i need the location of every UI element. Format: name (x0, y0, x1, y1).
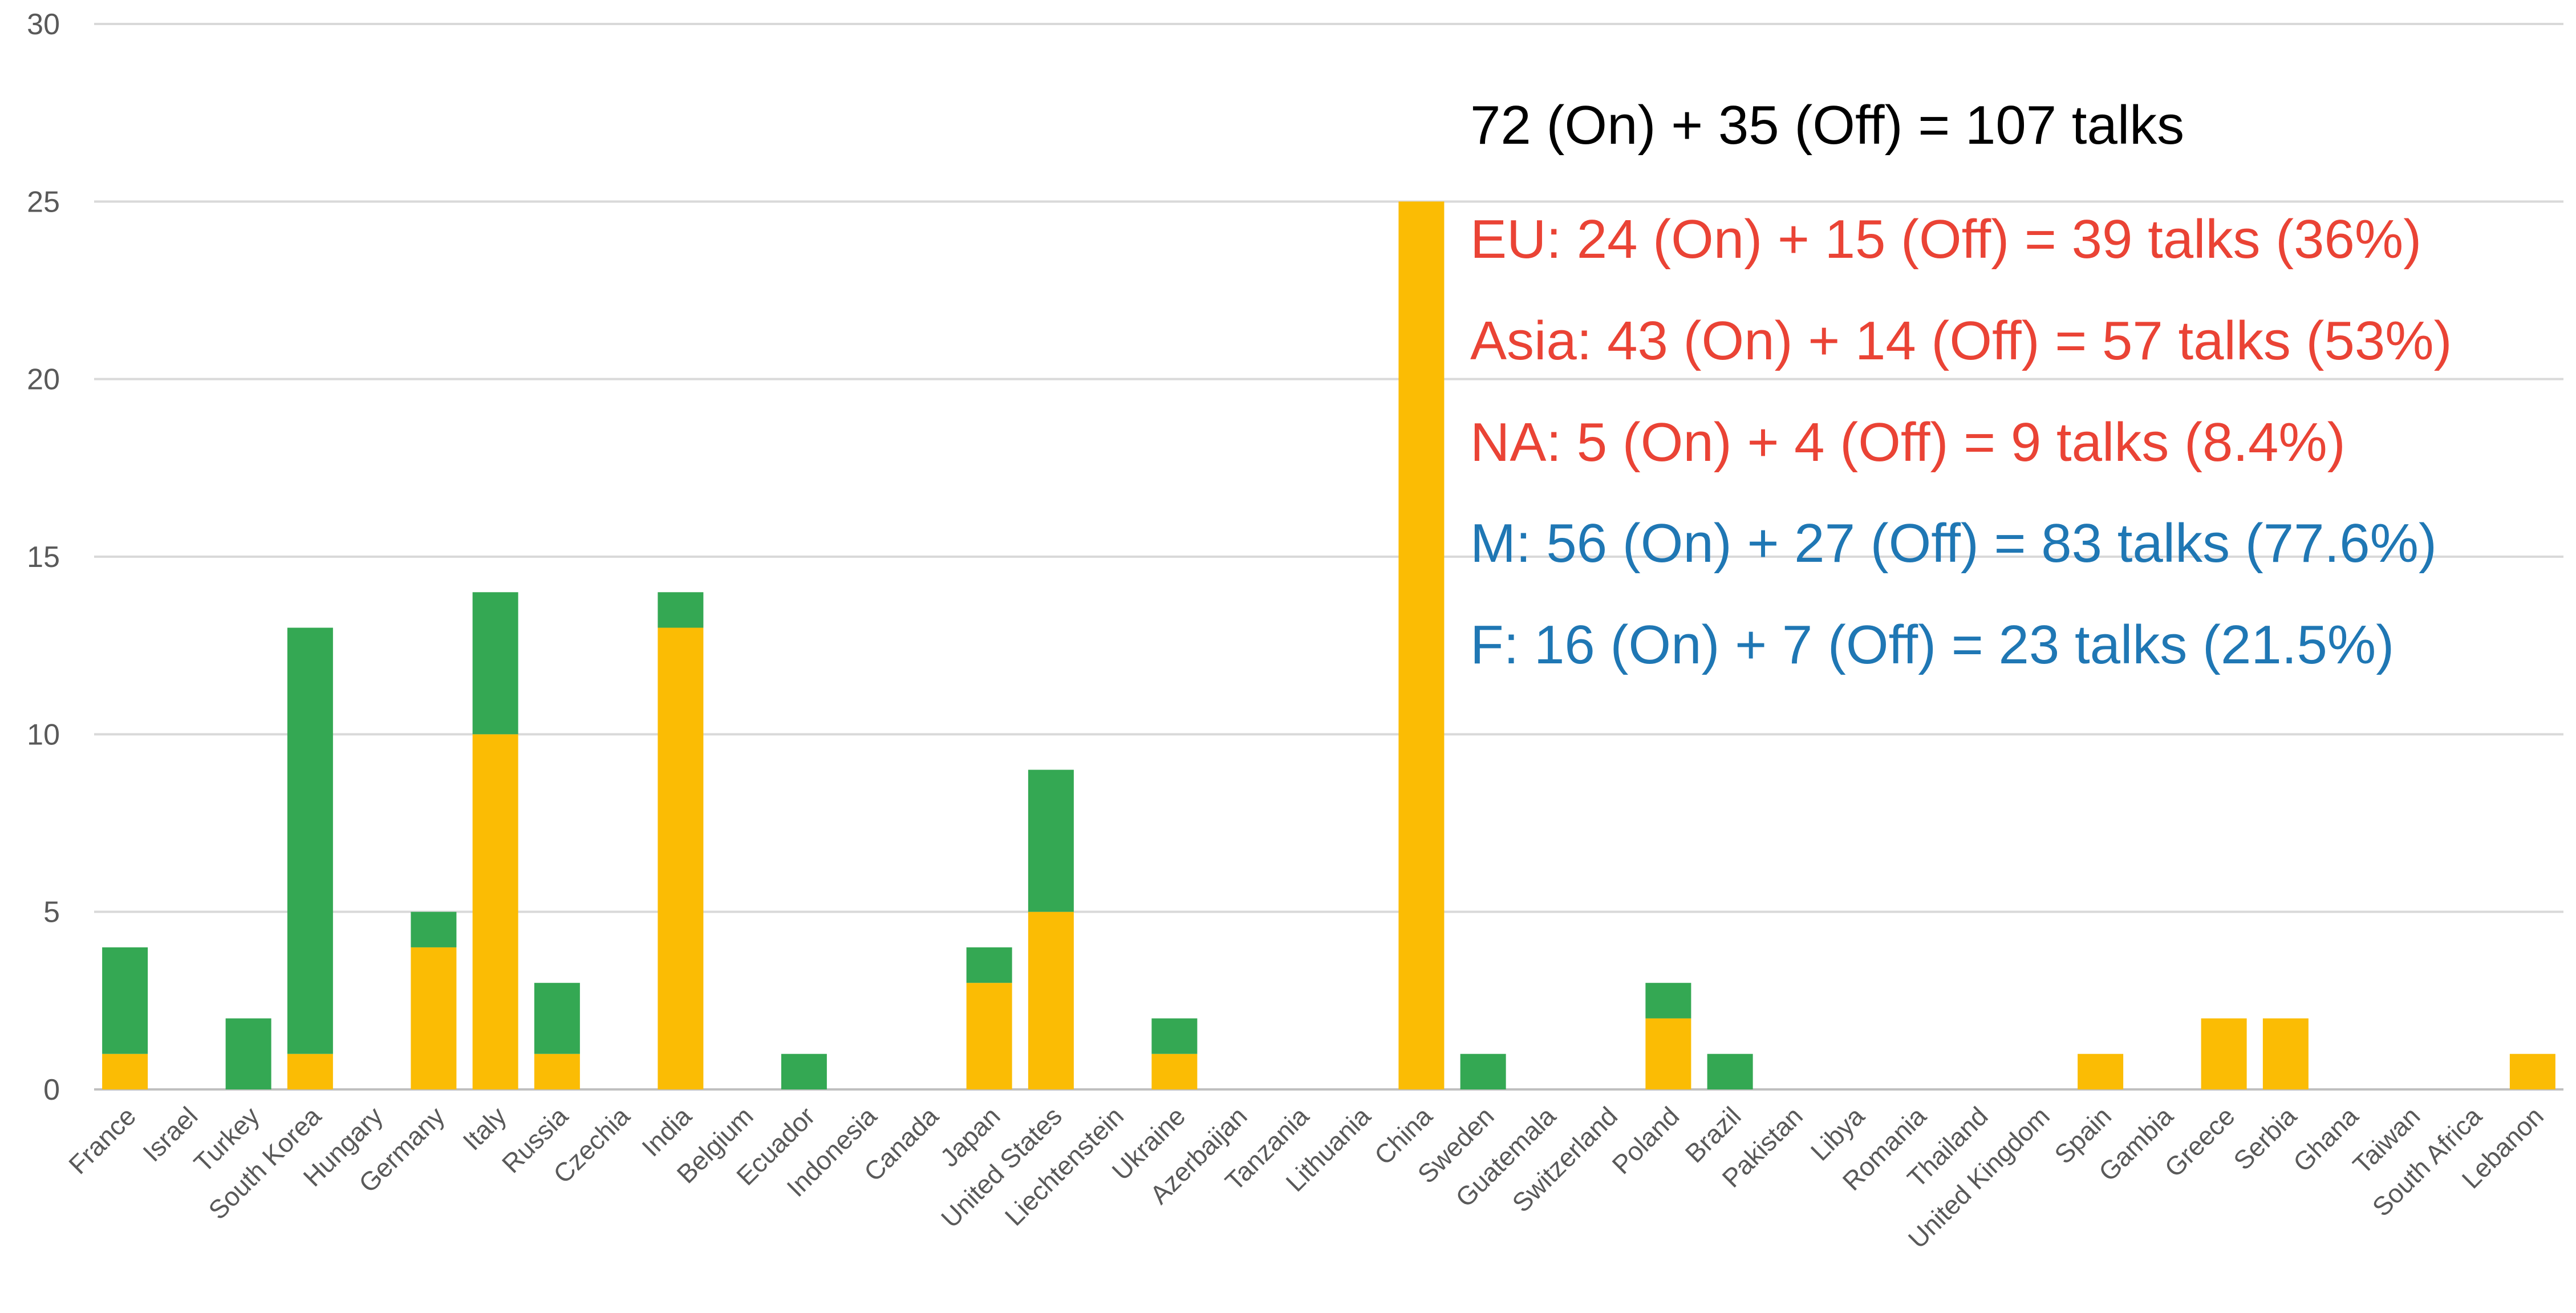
bar-segment-green (472, 592, 518, 735)
bars (102, 201, 2555, 1089)
bar-segment-yellow (2262, 1018, 2309, 1089)
annotation-text: Asia: 43 (On) + 14 (Off) = 57 talks (53%… (1470, 310, 2452, 371)
bar-segment-green (287, 627, 333, 1054)
bar-segment-green (658, 592, 704, 628)
y-axis: 0 5 10 15 20 25 30 (27, 8, 60, 1107)
bar-segment-green (966, 947, 1012, 983)
y-tick-label: 10 (27, 718, 60, 751)
bar-segment-green (1707, 1053, 1753, 1089)
bar-segment-green (225, 1018, 271, 1089)
bar-segment-yellow (102, 1053, 148, 1089)
bar-segment-yellow (534, 1053, 580, 1089)
bar-segment-yellow (2201, 1018, 2247, 1089)
bar-segment-green (102, 947, 148, 1054)
bar-segment-yellow (2078, 1053, 2124, 1089)
x-tick-label: Greece (2159, 1101, 2240, 1182)
bar-segment-green (1645, 983, 1691, 1019)
bar-segment-yellow (287, 1053, 333, 1089)
y-tick-label: 30 (27, 8, 60, 41)
bar-segment-yellow (2509, 1053, 2555, 1089)
y-tick-label: 5 (43, 896, 60, 929)
y-tick-label: 15 (27, 541, 60, 574)
bar-segment-green (534, 983, 580, 1054)
y-tick-label: 20 (27, 363, 60, 396)
annotation-text: EU: 24 (On) + 15 (Off) = 39 talks (36%) (1470, 209, 2421, 270)
annotation-text: F: 16 (On) + 7 (Off) = 23 talks (21.5%) (1470, 614, 2394, 675)
annotations: 72 (On) + 35 (Off) = 107 talks EU: 24 (On… (1470, 95, 2452, 675)
y-tick-label: 0 (43, 1073, 60, 1107)
bar-segment-yellow (411, 947, 457, 1089)
annotation-text: 72 (On) + 35 (Off) = 107 talks (1470, 95, 2184, 156)
bar-segment-green (1028, 769, 1074, 912)
bar-segment-green (781, 1053, 827, 1089)
bar-segment-green (411, 911, 457, 947)
bar-segment-yellow (1398, 201, 1445, 1089)
x-tick-label: Ghana (2287, 1101, 2364, 1178)
bar-segment-yellow (472, 734, 518, 1089)
bar-segment-green (1460, 1053, 1506, 1089)
annotation-text: M: 56 (On) + 27 (Off) = 83 talks (77.6%) (1470, 513, 2437, 574)
x-tick-label: Italy (457, 1101, 512, 1156)
bar-segment-yellow (966, 983, 1012, 1089)
bar-segment-yellow (1645, 1018, 1691, 1089)
bar-segment-yellow (1028, 911, 1074, 1089)
y-tick-label: 25 (27, 185, 60, 218)
x-tick-label: France (63, 1101, 141, 1180)
bar-segment-green (1151, 1018, 1198, 1054)
bar-segment-yellow (1151, 1053, 1198, 1089)
x-tick-label: Poland (1606, 1101, 1685, 1180)
bar-segment-yellow (658, 627, 704, 1089)
annotation-text: NA: 5 (On) + 4 (Off) = 9 talks (8.4%) (1470, 412, 2346, 473)
x-tick-label: Serbia (2228, 1101, 2302, 1176)
